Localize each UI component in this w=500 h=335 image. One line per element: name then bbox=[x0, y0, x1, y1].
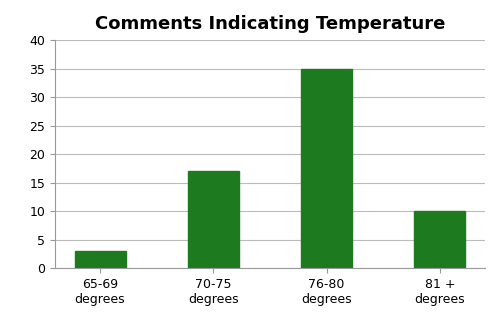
Bar bbox=[188, 171, 239, 268]
Title: Comments Indicating Temperature: Comments Indicating Temperature bbox=[95, 15, 445, 33]
Bar bbox=[74, 251, 126, 268]
Bar bbox=[301, 69, 352, 268]
Bar bbox=[414, 211, 466, 268]
